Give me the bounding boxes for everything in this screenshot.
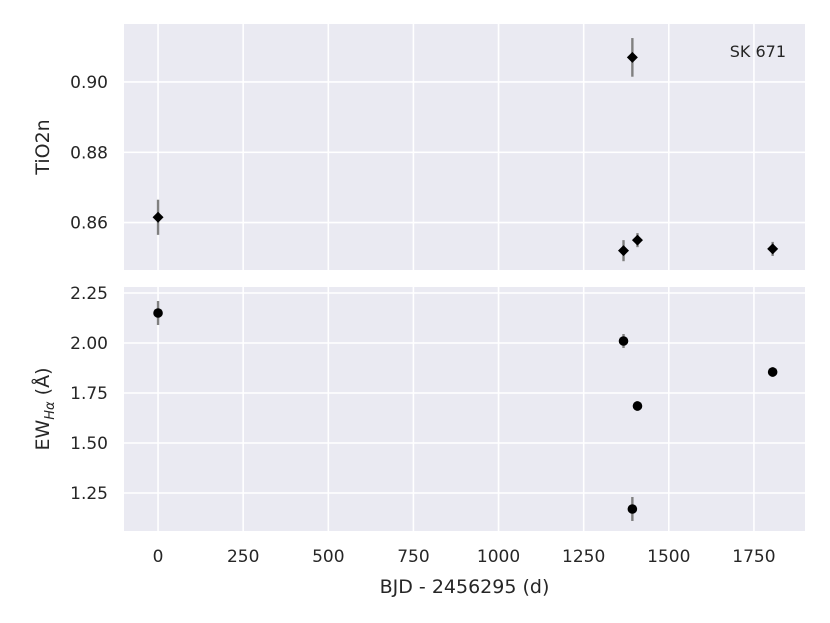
x-axis-label: BJD - 2456295 (d) [380,576,550,598]
data-point [618,240,630,262]
x-tick-label: 500 [312,547,344,567]
y-axis-label-ew: EWHα (Å) [31,367,58,450]
x-tick-label: 1750 [732,547,775,567]
x-tick-label: 1250 [562,547,605,567]
data-point [618,334,629,348]
y-tick-label: 0.90 [70,73,108,93]
data-point [626,38,638,77]
x-tick-label: 1000 [477,547,520,567]
diamond-marker [767,243,779,255]
panel-ew-points [153,301,778,521]
y-tick-label: 0.88 [70,143,108,163]
y-tick-label: 0.86 [70,214,108,234]
y-tick-label: 1.50 [70,434,108,454]
data-point [632,401,643,411]
data-point [767,367,778,377]
circle-marker [627,504,638,514]
panel-ew-grid [124,287,805,531]
panel-ew-y-ticks: 1.25 1.50 1.75 2.00 2.25 [70,284,108,504]
x-axis-ticks: 0 250 500 750 1000 1250 1500 1750 [153,547,776,567]
panel-tio2n-background [124,24,805,270]
data-point [153,301,163,325]
data-point [631,233,643,248]
y-tick-label: 2.00 [70,334,108,354]
circle-marker [767,367,778,377]
y-axis-label-tio2n: TiO2n [32,119,54,175]
x-tick-label: 1500 [647,547,690,567]
data-point [627,497,638,521]
circle-marker [618,336,629,346]
y-tick-label: 1.25 [70,484,108,504]
panel-ew-background [124,287,805,531]
x-tick-label: 0 [153,547,164,567]
y-tick-label: 2.25 [70,284,108,304]
y-axis-label-ew-main: EW [32,420,54,451]
circle-marker [153,308,163,318]
diamond-marker [631,234,643,246]
x-tick-label: 250 [227,547,259,567]
diamond-marker [618,245,630,257]
panel-tio2n-y-ticks: 0.86 0.88 0.90 [70,73,108,234]
panel-tio2n-grid [124,24,805,270]
y-axis-label-ew-sub: Hα [43,401,58,420]
circle-marker [632,401,643,411]
data-point [767,241,779,256]
data-point [152,199,164,235]
x-tick-label: 750 [397,547,429,567]
y-axis-label-ew-unit: (Å) [31,367,54,401]
panel-ew-halpha: 1.25 1.50 1.75 2.00 2.25 0 250 500 750 1000 1250 1… [31,284,805,598]
panel-tio2n: 0.86 0.88 0.90 SK 671 TiO2n [32,24,805,270]
panel-tio2n-points [152,38,779,262]
diamond-marker [626,51,638,63]
star-label: SK 671 [730,42,786,61]
diamond-marker [152,211,164,223]
y-tick-label: 1.75 [70,384,108,404]
